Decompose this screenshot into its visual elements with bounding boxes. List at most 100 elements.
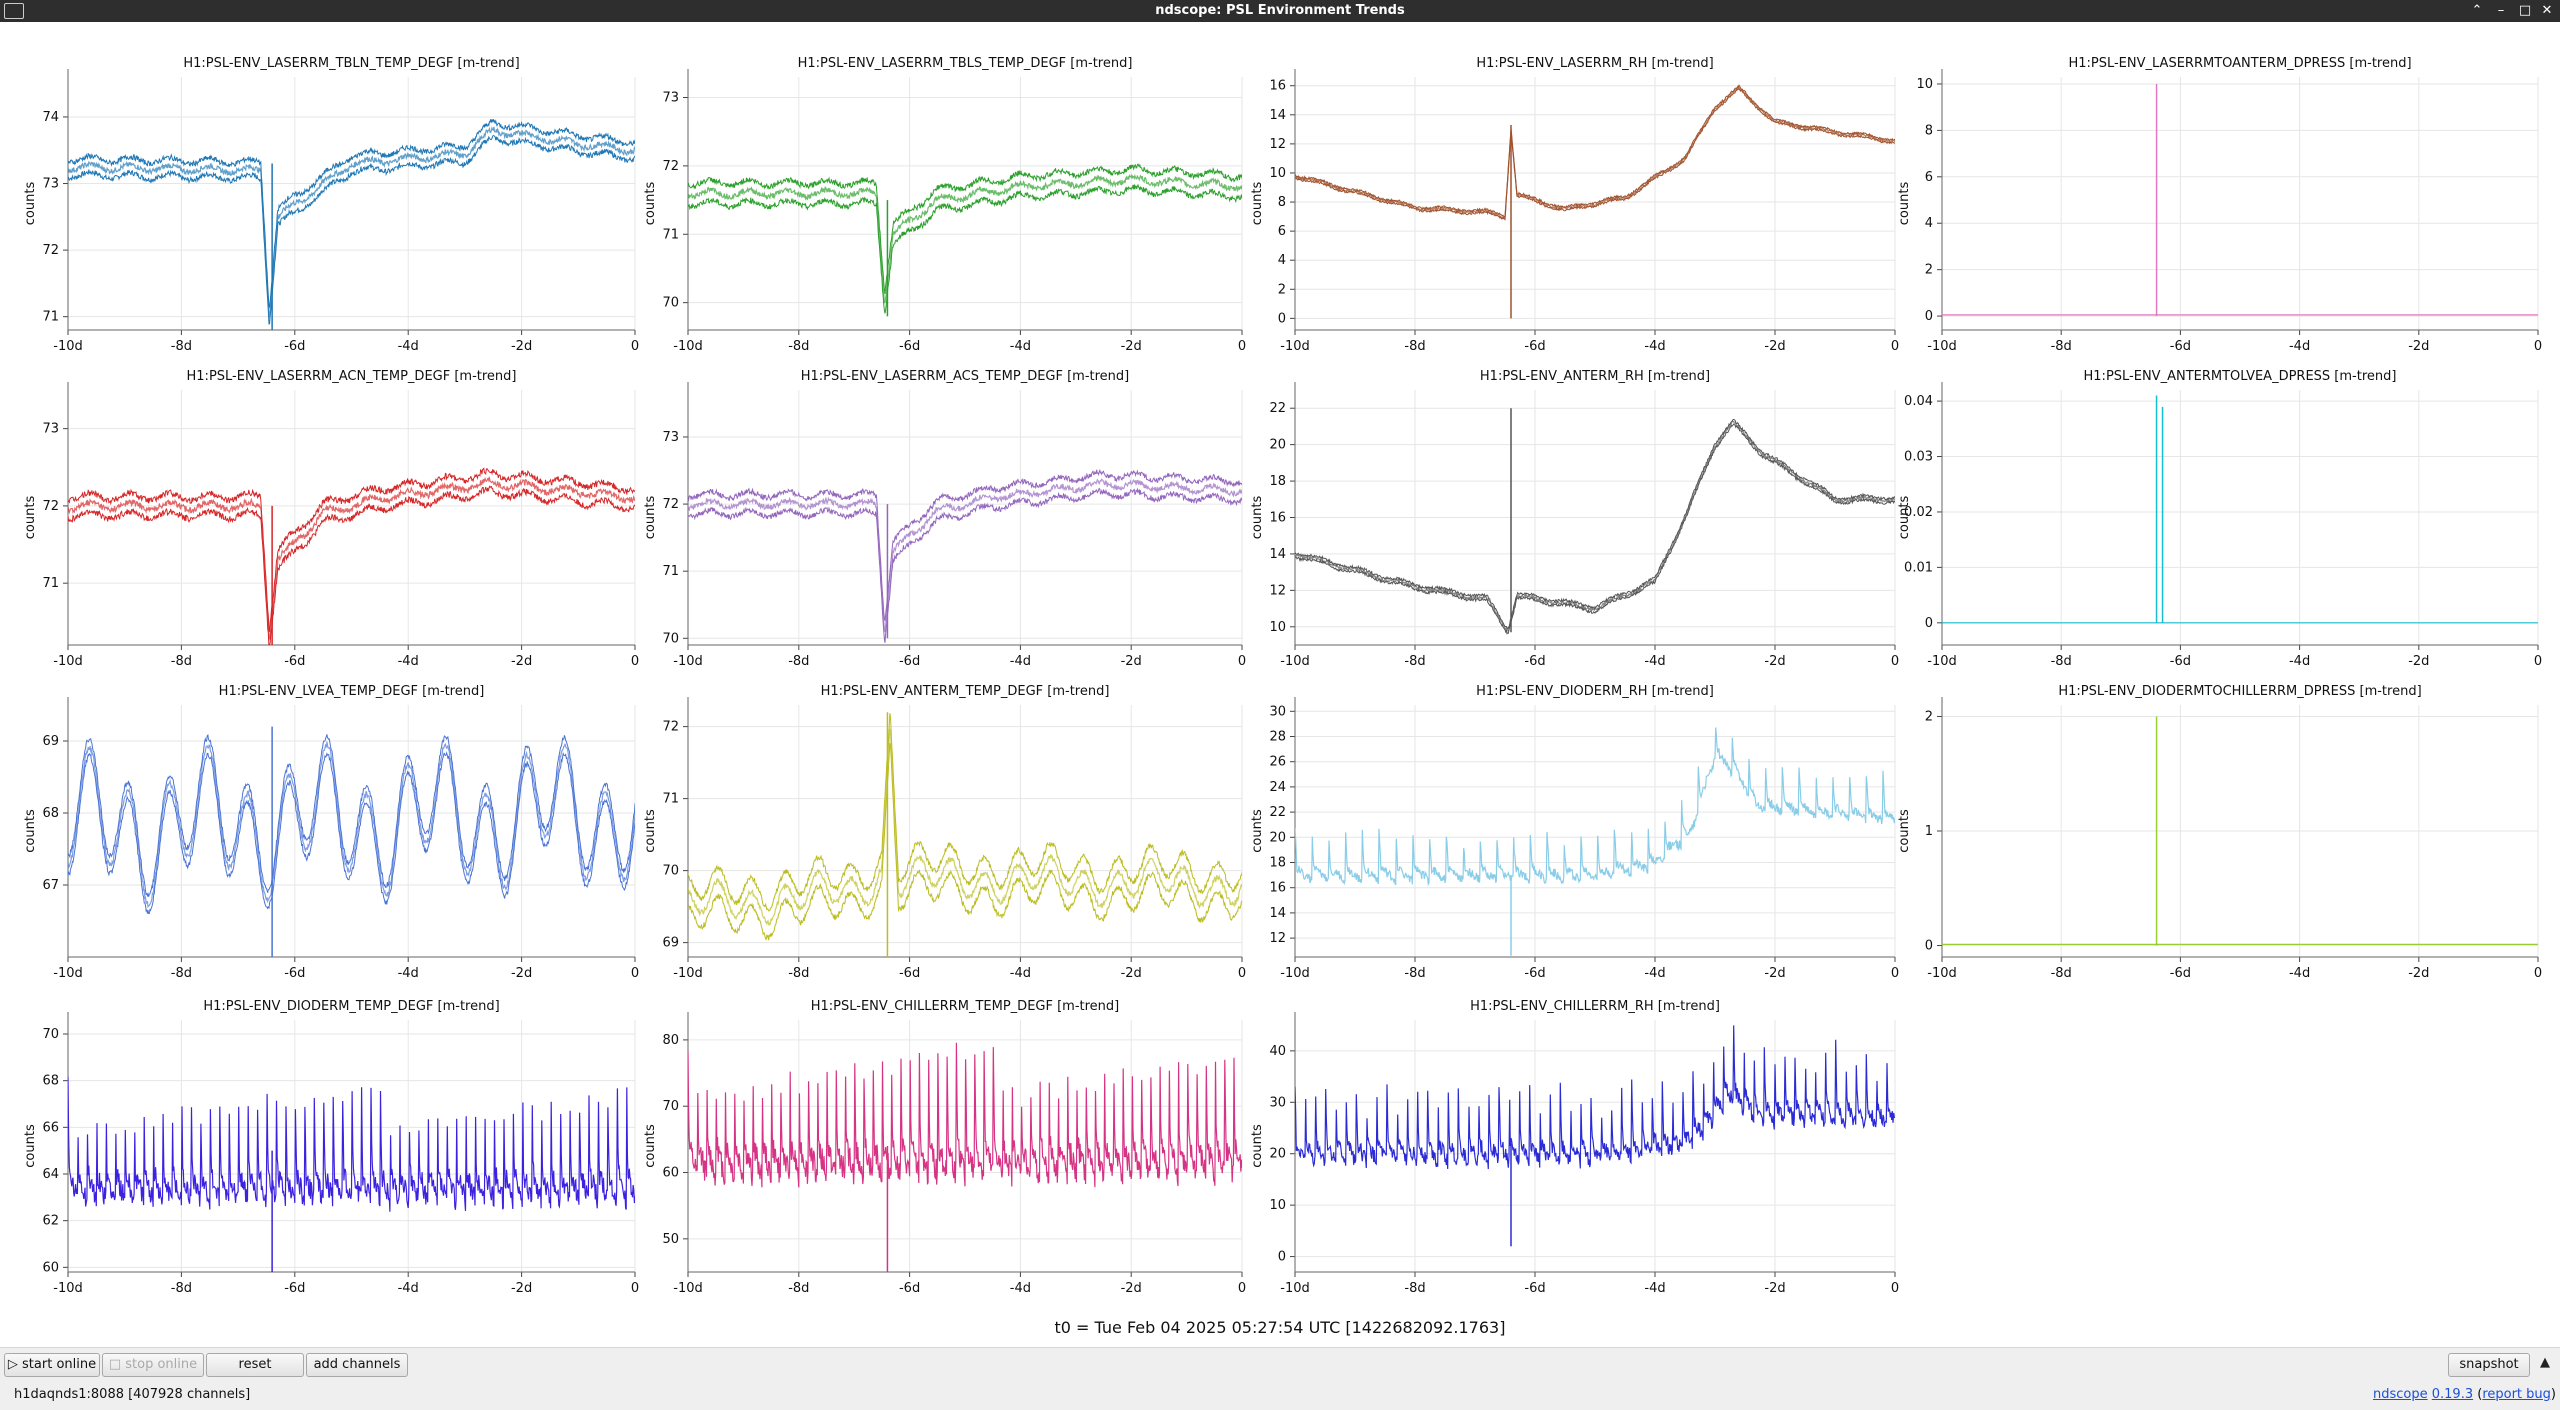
plot-panel[interactable]: H1:PSL-ENV_LASERRM_TBLN_TEMP_DEGF [m-tre… (23, 56, 639, 354)
x-tick-label: 0 (2534, 966, 2542, 981)
trace (1295, 727, 1895, 956)
t0-label: t0 = Tue Feb 04 2025 05:27:54 UTC [14226… (1054, 1318, 1506, 1337)
x-tick-label: -6d (899, 966, 920, 981)
version-info: ndscope 0.19.3 (report bug) (2372, 1387, 2556, 1402)
plot-panel[interactable]: H1:PSL-ENV_LVEA_TEMP_DEGF [m-trend] count… (23, 684, 639, 981)
window-titlebar: ndscope: PSL Environment Trends ⌃ – □ ✕ (0, 0, 2560, 22)
y-tick-label: 71 (42, 310, 59, 325)
minimize-icon[interactable]: – (2497, 3, 2505, 18)
y-tick-label: 16 (1269, 79, 1286, 94)
y-axis-label: counts (643, 1124, 658, 1168)
y-axis-label: counts (23, 496, 38, 540)
x-tick-label: -2d (1764, 966, 1785, 981)
y-tick-label: 70 (662, 631, 679, 646)
y-tick-label: 22 (1269, 401, 1286, 416)
y-tick-label: 8 (1925, 123, 1933, 138)
x-tick-label: -6d (2170, 654, 2191, 669)
y-tick-label: 10 (1269, 620, 1286, 635)
x-tick-label: -6d (2170, 966, 2191, 981)
report-bug-link[interactable]: report bug (2482, 1387, 2551, 1402)
x-tick-label: -8d (788, 1281, 809, 1296)
x-tick-label: 0 (1891, 654, 1899, 669)
version-link[interactable]: 0.19.3 (2431, 1387, 2474, 1402)
y-tick-label: 0.01 (1904, 560, 1933, 575)
y-tick-label: 70 (42, 1027, 59, 1042)
plot-panel[interactable]: H1:PSL-ENV_LASERRM_ACS_TEMP_DEGF [m-tren… (643, 369, 1246, 669)
trace-line (688, 487, 1242, 643)
y-axis-label: counts (1250, 1124, 1265, 1168)
plot-panel[interactable]: H1:PSL-ENV_ANTERM_TEMP_DEGF [m-trend] cou… (643, 684, 1246, 981)
y-tick-label: 0.04 (1904, 394, 1933, 409)
plot-title: H1:PSL-ENV_LASERRM_ACS_TEMP_DEGF [m-tren… (801, 369, 1130, 384)
app-link[interactable]: ndscope (2372, 1387, 2428, 1402)
x-tick-label: 0 (1891, 1281, 1899, 1296)
y-tick-label: 2 (1925, 709, 1933, 724)
x-tick-label: -4d (1644, 654, 1665, 669)
y-tick-label: 10 (1269, 166, 1286, 181)
y-tick-label: 12 (1269, 137, 1286, 152)
plot-panel[interactable]: H1:PSL-ENV_ANTERM_RH [m-trend] counts -10d… (1250, 369, 1899, 669)
stop-online-button[interactable]: □ stop online (102, 1353, 204, 1377)
plot-panel[interactable]: H1:PSL-ENV_DIODERMTOCHILLERRM_DPRESS [m-… (1897, 684, 2542, 981)
y-tick-label: 67 (42, 878, 59, 893)
trace-line (1295, 418, 1895, 631)
y-tick-label: 0 (1925, 616, 1933, 631)
x-tick-label: -4d (1010, 966, 1031, 981)
plot-panel[interactable]: H1:PSL-ENV_DIODERM_TEMP_DEGF [m-trend] co… (23, 999, 639, 1296)
close-icon[interactable]: ✕ (2541, 3, 2553, 18)
y-tick-label: 30 (1269, 704, 1286, 719)
trace-line (68, 118, 635, 309)
plot-panel[interactable]: H1:PSL-ENV_LASERRM_ACN_TEMP_DEGF [m-tren… (23, 369, 639, 669)
server-status: h1daqnds1:8088 [407928 channels] (14, 1387, 251, 1402)
plot-panel[interactable]: H1:PSL-ENV_CHILLERRM_RH [m-trend] counts -… (1250, 999, 1899, 1296)
plot-panel[interactable]: H1:PSL-ENV_LASERRM_RH [m-trend] counts -10… (1250, 56, 1899, 354)
x-tick-label: -8d (2051, 654, 2072, 669)
y-tick-label: 20 (1269, 830, 1286, 845)
plot-title: H1:PSL-ENV_ANTERMTOLVEA_DPRESS [m-trend] (2084, 369, 2397, 384)
trace (68, 1076, 635, 1272)
x-tick-label: -2d (2408, 966, 2429, 981)
snapshot-button[interactable]: snapshot (2448, 1353, 2530, 1377)
reset-button[interactable]: reset (206, 1353, 304, 1377)
window-title: ndscope: PSL Environment Trends (1155, 3, 1405, 18)
plot-panel[interactable]: H1:PSL-ENV_DIODERM_RH [m-trend] counts -10… (1250, 684, 1899, 981)
plot-title: H1:PSL-ENV_LASERRMTOANTERM_DPRESS [m-tre… (2068, 56, 2411, 71)
x-tick-label: -6d (284, 1281, 305, 1296)
maximize-icon[interactable]: □ (2518, 3, 2532, 18)
y-tick-label: 69 (662, 936, 679, 951)
x-tick-label: -10d (673, 654, 703, 669)
y-axis-label: counts (1250, 496, 1265, 540)
y-tick-label: 6 (1925, 170, 1933, 185)
trace (1942, 395, 2538, 624)
plot-title: H1:PSL-ENV_DIODERM_TEMP_DEGF [m-trend] (203, 999, 499, 1014)
x-tick-label: -4d (1644, 339, 1665, 354)
plot-panel[interactable]: H1:PSL-ENV_LASERRMTOANTERM_DPRESS [m-tre… (1897, 56, 2542, 354)
plot-panel[interactable]: H1:PSL-ENV_LASERRM_TBLS_TEMP_DEGF [m-tre… (643, 56, 1246, 354)
y-tick-label: 14 (1269, 906, 1286, 921)
y-tick-label: 10 (1269, 1198, 1286, 1213)
trace-line (1295, 86, 1895, 219)
trace-line (1295, 423, 1895, 635)
x-tick-label: -6d (899, 339, 920, 354)
x-tick-label: 0 (2534, 654, 2542, 669)
y-tick-label: 71 (662, 792, 679, 807)
x-tick-label: -10d (673, 1281, 703, 1296)
x-tick-label: -8d (2051, 339, 2072, 354)
y-tick-label: 8 (1278, 195, 1286, 210)
y-tick-label: 30 (1269, 1095, 1286, 1110)
collapse-icon[interactable]: ▲ (2540, 1355, 2550, 1370)
y-tick-label: 80 (662, 1033, 679, 1048)
start-online-button[interactable]: ▷ start online (4, 1353, 100, 1377)
add-channels-button[interactable]: add channels (306, 1353, 408, 1377)
y-tick-label: 16 (1269, 881, 1286, 896)
trace-line (1295, 727, 1895, 887)
x-tick-label: -2d (1764, 1281, 1785, 1296)
plot-panel[interactable]: H1:PSL-ENV_CHILLERRM_TEMP_DEGF [m-trend]… (643, 999, 1246, 1296)
trace-line (688, 478, 1242, 633)
plot-grid[interactable]: H1:PSL-ENV_LASERRM_TBLN_TEMP_DEGF [m-tre… (0, 22, 2560, 1347)
plot-title: H1:PSL-ENV_ANTERM_TEMP_DEGF [m-trend] (821, 684, 1110, 699)
keep-above-icon[interactable]: ⌃ (2471, 3, 2483, 18)
y-tick-label: 16 (1269, 511, 1286, 526)
plot-panel[interactable]: H1:PSL-ENV_ANTERMTOLVEA_DPRESS [m-trend]… (1897, 369, 2542, 669)
y-tick-label: 66 (42, 1120, 59, 1135)
